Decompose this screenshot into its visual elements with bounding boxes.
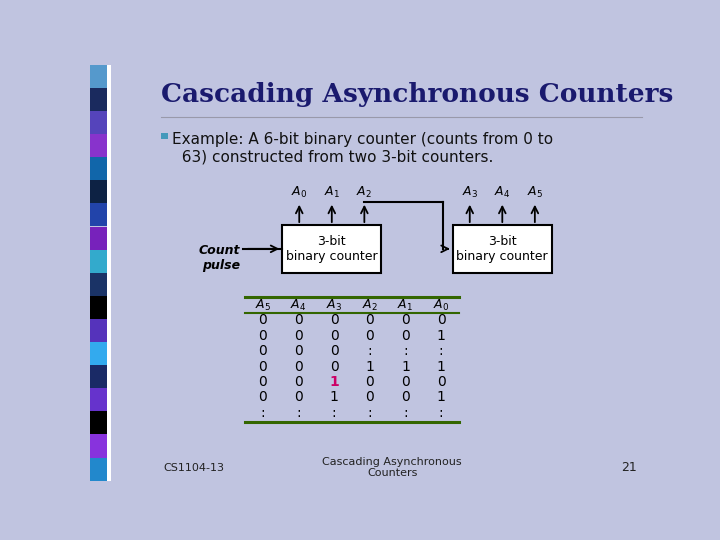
Text: :: : <box>438 406 444 420</box>
Bar <box>90 226 107 249</box>
Text: :: : <box>261 406 265 420</box>
Text: 0: 0 <box>366 390 374 404</box>
Text: 0: 0 <box>258 313 267 327</box>
Text: 0: 0 <box>258 375 267 389</box>
Text: Cascading Asynchronous
Counters: Cascading Asynchronous Counters <box>323 457 462 478</box>
Text: 0: 0 <box>330 329 338 343</box>
Text: 21: 21 <box>621 461 637 474</box>
Text: 0: 0 <box>294 390 303 404</box>
Text: 0: 0 <box>330 360 338 374</box>
Bar <box>90 157 107 180</box>
Text: Count
pulse: Count pulse <box>199 244 240 272</box>
Bar <box>107 65 111 481</box>
Text: 0: 0 <box>330 344 338 358</box>
Text: 0: 0 <box>437 375 446 389</box>
Text: $A_{0}$: $A_{0}$ <box>433 298 449 313</box>
Text: :: : <box>367 344 372 358</box>
Text: $A_2$: $A_2$ <box>356 185 372 200</box>
Text: $A_{2}$: $A_{2}$ <box>362 298 378 313</box>
Bar <box>90 411 107 434</box>
Text: 1: 1 <box>329 375 339 389</box>
Text: $A_1$: $A_1$ <box>324 185 340 200</box>
Text: $A_{3}$: $A_{3}$ <box>326 298 342 313</box>
Text: 0: 0 <box>330 313 338 327</box>
Text: 0: 0 <box>366 375 374 389</box>
Text: 0: 0 <box>258 360 267 374</box>
Bar <box>90 388 107 411</box>
Text: :: : <box>296 406 301 420</box>
Text: 0: 0 <box>366 329 374 343</box>
Text: $A_3$: $A_3$ <box>462 185 478 200</box>
Bar <box>90 249 107 273</box>
Bar <box>90 273 107 296</box>
Text: Cascading Asynchronous Counters: Cascading Asynchronous Counters <box>161 82 674 106</box>
Text: 0: 0 <box>366 313 374 327</box>
Text: $A_5$: $A_5$ <box>527 185 543 200</box>
Bar <box>90 204 107 226</box>
Text: 0: 0 <box>294 313 303 327</box>
Text: 1: 1 <box>330 390 338 404</box>
Text: 0: 0 <box>401 390 410 404</box>
Bar <box>90 111 107 134</box>
Bar <box>161 132 168 139</box>
Bar <box>90 319 107 342</box>
Bar <box>90 65 107 88</box>
Text: 1: 1 <box>436 329 446 343</box>
Text: $A_0$: $A_0$ <box>291 185 307 200</box>
Text: :: : <box>367 406 372 420</box>
Text: $A_{1}$: $A_{1}$ <box>397 298 413 313</box>
Bar <box>453 225 552 273</box>
Bar <box>90 88 107 111</box>
Text: 0: 0 <box>401 329 410 343</box>
Text: Example: A 6-bit binary counter (counts from 0 to
  63) constructed from two 3-b: Example: A 6-bit binary counter (counts … <box>172 132 553 164</box>
Text: 0: 0 <box>401 313 410 327</box>
Text: $A_{5}$: $A_{5}$ <box>255 298 271 313</box>
Text: 0: 0 <box>258 329 267 343</box>
Text: 0: 0 <box>294 375 303 389</box>
Bar <box>90 342 107 365</box>
Text: :: : <box>438 344 444 358</box>
Text: 3-bit
binary counter: 3-bit binary counter <box>286 235 377 263</box>
Text: :: : <box>403 344 408 358</box>
Text: CS1104-13: CS1104-13 <box>163 462 225 472</box>
Bar <box>282 225 382 273</box>
Text: 1: 1 <box>365 360 374 374</box>
Text: 1: 1 <box>436 390 446 404</box>
Text: :: : <box>332 406 336 420</box>
Text: 0: 0 <box>294 344 303 358</box>
Bar <box>90 296 107 319</box>
Text: :: : <box>403 406 408 420</box>
Text: $A_4$: $A_4$ <box>494 185 510 200</box>
Bar <box>90 457 107 481</box>
Bar <box>90 180 107 204</box>
Text: 0: 0 <box>258 344 267 358</box>
Text: 0: 0 <box>401 375 410 389</box>
Text: 3-bit
binary counter: 3-bit binary counter <box>456 235 548 263</box>
Text: 0: 0 <box>294 329 303 343</box>
Bar <box>90 365 107 388</box>
Text: 1: 1 <box>401 360 410 374</box>
Text: 1: 1 <box>436 360 446 374</box>
Text: 0: 0 <box>258 390 267 404</box>
Bar <box>90 134 107 157</box>
Bar <box>90 434 107 457</box>
Text: $A_{4}$: $A_{4}$ <box>290 298 307 313</box>
Text: 0: 0 <box>437 313 446 327</box>
Text: 0: 0 <box>294 360 303 374</box>
